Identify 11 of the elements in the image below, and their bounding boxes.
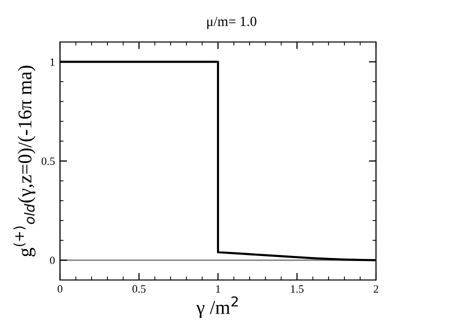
x-tick-label: 1 <box>216 285 220 293</box>
y-tick-label: 1 <box>50 58 54 66</box>
y-tick-label: 0 <box>50 256 55 264</box>
x-tick-label: 0 <box>58 285 62 293</box>
x-tick-label: 2 <box>374 285 378 293</box>
y-tick-label: 0.5 <box>42 157 55 166</box>
chart-title: μ/m= 1.0 <box>207 16 256 29</box>
x-axis-title: γ /m$^{2}$ <box>196 296 238 318</box>
y-axis-title: g$^{(+)}$$_{old}$(γ,z=0)/(-16π ma) <box>14 66 36 256</box>
x-tick-label: 0.5 <box>132 285 146 293</box>
x-tick-label: 1.5 <box>291 285 304 293</box>
